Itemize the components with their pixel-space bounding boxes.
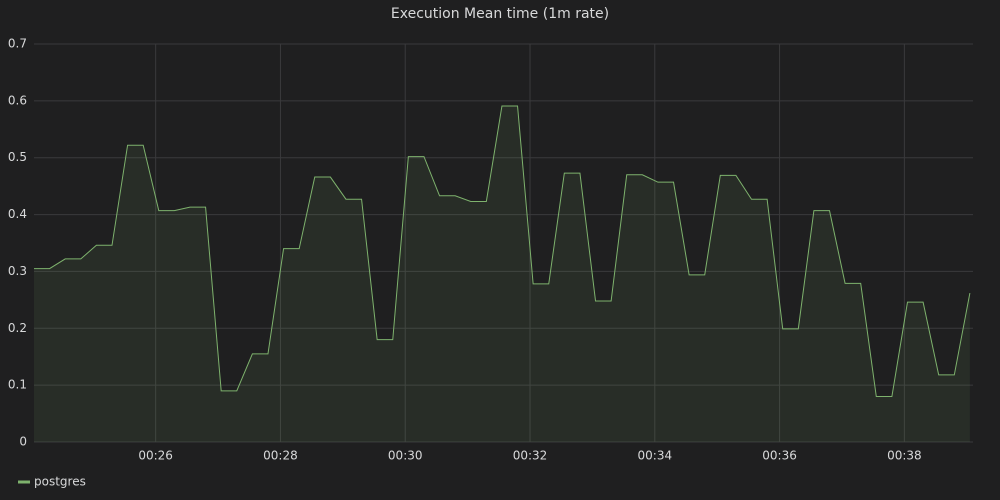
y-tick-label: 0.3 — [8, 264, 27, 278]
x-tick-label: 00:28 — [263, 449, 298, 463]
x-tick-label: 00:36 — [762, 449, 797, 463]
y-tick-label: 0.7 — [8, 37, 27, 51]
y-tick-label: 0.5 — [8, 150, 27, 164]
y-tick-label: 0.2 — [8, 321, 27, 335]
y-tick-label: 0.6 — [8, 93, 27, 107]
legend-label: postgres — [34, 475, 86, 489]
chart-title: Execution Mean time (1m rate) — [391, 6, 609, 22]
x-tick-label: 00:34 — [638, 449, 673, 463]
area — [34, 105, 970, 442]
line — [34, 105, 971, 398]
y-tick-label: 0 — [19, 435, 27, 449]
x-tick-label: 00:38 — [887, 449, 922, 463]
x-tick-label: 00:26 — [138, 449, 173, 463]
y-tick-label: 0.4 — [8, 207, 27, 221]
x-tick-label: 00:30 — [388, 449, 423, 463]
y-tick-label: 0.1 — [8, 378, 27, 392]
x-tick-label: 00:32 — [513, 449, 548, 463]
